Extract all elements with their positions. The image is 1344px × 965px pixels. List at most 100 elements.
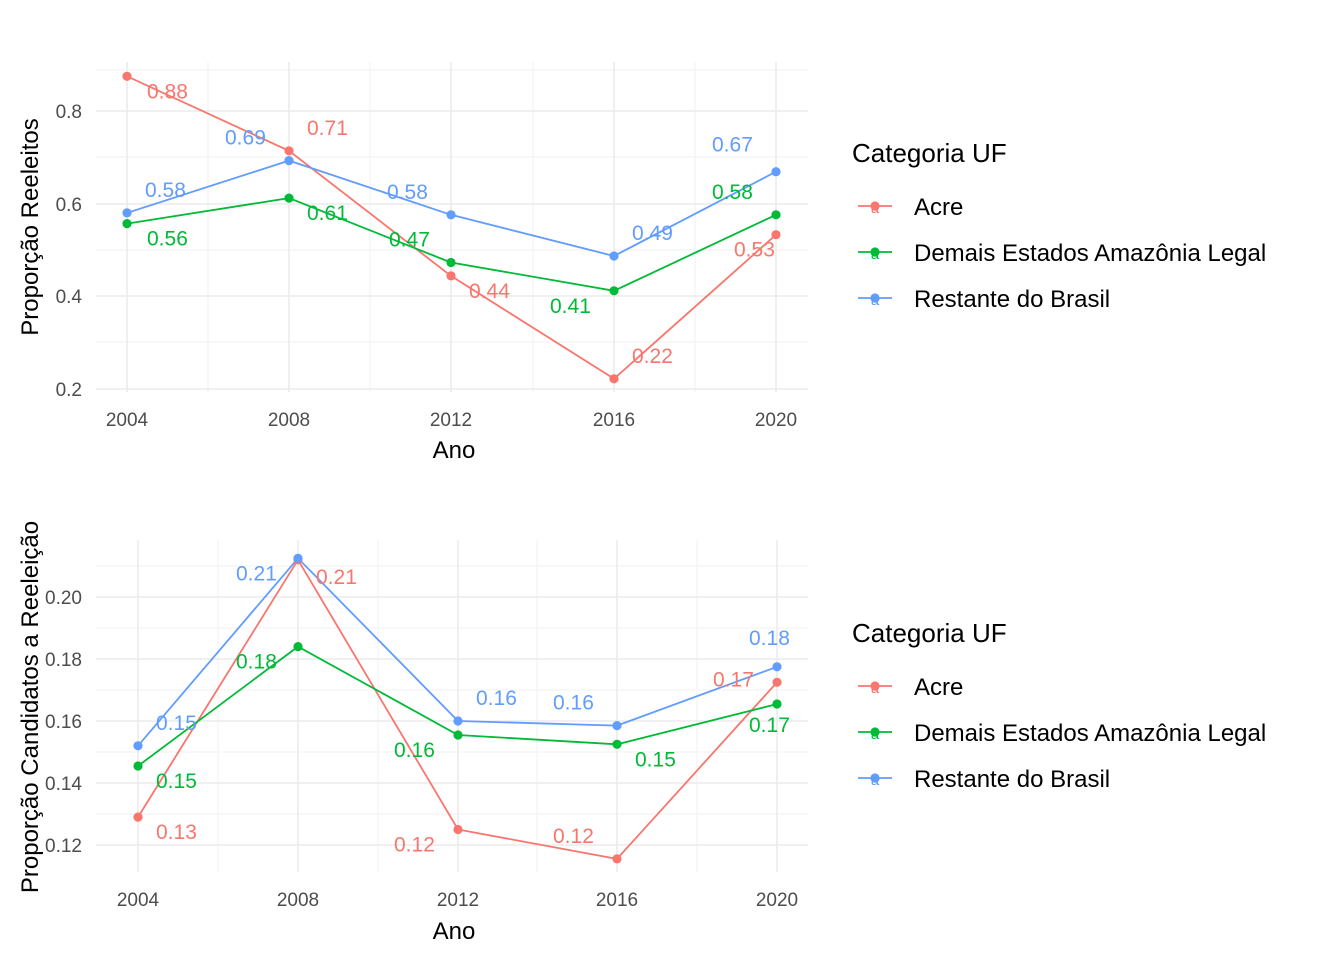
legend-label-restante-do-brasil: Restante do Brasil	[914, 286, 1110, 313]
data-label-demais-estados-amazonia-legal: 0.61	[307, 202, 348, 225]
legend-key-glyph: a	[871, 200, 880, 217]
data-point-restante-do-brasil	[284, 156, 294, 166]
data-point-demais-estados-amazonia-legal	[122, 219, 132, 229]
data-point-demais-estados-amazonia-legal	[612, 739, 622, 749]
data-label-acre: 0.22	[632, 345, 673, 368]
data-label-restante-do-brasil: 0.18	[749, 627, 790, 650]
x-tick-label: 2012	[430, 410, 472, 431]
legend-key-glyph: a	[871, 772, 880, 789]
data-point-restante-do-brasil	[609, 251, 619, 261]
data-point-restante-do-brasil	[293, 553, 303, 563]
y-axis-title: Proporção Candidatos a Reeleição	[17, 521, 44, 893]
legend-label-restante-do-brasil: Restante do Brasil	[914, 766, 1110, 793]
legend-key-glyph: a	[871, 292, 880, 309]
data-point-demais-estados-amazonia-legal	[446, 257, 456, 268]
data-point-demais-estados-amazonia-legal	[609, 286, 619, 296]
x-tick-label: 2016	[596, 890, 638, 911]
data-point-restante-do-brasil	[122, 208, 132, 218]
data-label-restante-do-brasil: 0.16	[553, 692, 594, 715]
data-label-demais-estados-amazonia-legal: 0.15	[156, 770, 197, 793]
data-label-acre: 0.21	[316, 566, 357, 589]
legend-key-point	[870, 201, 880, 211]
x-tick-label: 2008	[277, 890, 319, 911]
data-point-demais-estados-amazonia-legal	[771, 210, 781, 220]
chart-panel-2: 0.12 0.14 0.16 0.18 0.20 2004 2008 2012 2016 2020…	[17, 521, 1266, 945]
data-label-restante-do-brasil: 0.69	[225, 127, 266, 150]
y-tick-label: 0.4	[56, 287, 83, 308]
legend: Categoria UF a Acre a Demais Estados Amazôni…	[852, 138, 1266, 313]
data-label-demais-estados-amazonia-legal: 0.15	[635, 748, 676, 771]
data-label-demais-estados-amazonia-legal: 0.56	[147, 228, 188, 251]
data-point-restante-do-brasil	[771, 167, 781, 177]
data-label-restante-do-brasil: 0.21	[236, 562, 277, 585]
data-label-demais-estados-amazonia-legal: 0.18	[236, 651, 277, 674]
legend-label-acre: Acre	[914, 674, 963, 701]
data-point-acre	[284, 146, 294, 156]
data-label-restante-do-brasil: 0.67	[712, 134, 753, 157]
data-point-restante-do-brasil	[772, 662, 782, 672]
x-tick-label: 2012	[437, 890, 479, 911]
data-label-acre: 0.71	[307, 117, 348, 140]
data-label-restante-do-brasil: 0.49	[632, 222, 673, 245]
data-point-restante-do-brasil	[453, 716, 463, 726]
legend-label-acre: Acre	[914, 194, 963, 221]
data-point-acre	[446, 271, 456, 281]
legend-key-glyph: a	[871, 680, 880, 697]
x-tick-label: 2004	[117, 890, 160, 911]
y-tick-label: 0.6	[56, 195, 82, 216]
x-tick-label: 2020	[756, 890, 798, 911]
legend-key-point	[870, 293, 880, 303]
data-point-acre	[133, 812, 143, 822]
data-point-demais-estados-amazonia-legal	[284, 193, 294, 203]
data-label-acre: 0.12	[394, 834, 435, 857]
data-point-demais-estados-amazonia-legal	[133, 761, 143, 771]
data-label-restante-do-brasil: 0.16	[476, 687, 517, 710]
x-tick-label: 2008	[268, 410, 310, 431]
data-point-acre	[453, 824, 463, 835]
data-label-acre: 0.12	[553, 825, 594, 848]
y-axis-title: Proporção Reeleitos	[17, 118, 44, 335]
data-point-acre	[609, 374, 619, 384]
data-label-acre: 0.44	[469, 280, 510, 303]
chart-panel-1: 0.2 0.4 0.6 0.8 2004 2008 2012 2016 2020 Ano Propo…	[17, 62, 1266, 464]
x-tick-label: 2020	[755, 410, 797, 431]
y-tick-label: 0.20	[45, 588, 82, 609]
legend-label-demais-estados-amazonia-legal: Demais Estados Amazônia Legal	[914, 720, 1266, 747]
data-label-demais-estados-amazonia-legal: 0.58	[712, 181, 753, 204]
legend-key-point	[870, 247, 880, 257]
legend-key-point	[870, 681, 880, 691]
y-tick-label: 0.16	[45, 712, 82, 733]
data-label-restante-do-brasil: 0.58	[145, 179, 186, 202]
data-point-acre	[122, 71, 132, 81]
y-tick-label: 0.12	[45, 836, 82, 857]
y-tick-label: 0.18	[45, 650, 82, 671]
legend-key-point	[870, 727, 880, 737]
data-point-demais-estados-amazonia-legal	[293, 642, 303, 652]
data-label-restante-do-brasil: 0.58	[387, 181, 428, 204]
x-axis-title: Ano	[433, 918, 476, 945]
data-label-acre: 0.13	[156, 821, 197, 844]
legend-title: Categoria UF	[852, 138, 1007, 168]
data-label-restante-do-brasil: 0.15	[156, 712, 197, 735]
data-label-demais-estados-amazonia-legal: 0.16	[394, 739, 435, 762]
y-tick-label: 0.8	[56, 102, 82, 123]
y-tick-label: 0.14	[45, 774, 82, 795]
x-tick-label: 2016	[593, 410, 635, 431]
data-point-restante-do-brasil	[612, 721, 622, 731]
data-point-demais-estados-amazonia-legal	[772, 699, 782, 709]
data-label-demais-estados-amazonia-legal: 0.47	[389, 229, 430, 252]
data-label-acre: 0.53	[734, 239, 775, 262]
data-point-demais-estados-amazonia-legal	[453, 730, 463, 740]
x-axis-title: Ano	[433, 437, 476, 464]
data-point-acre	[772, 677, 782, 687]
legend: Categoria UF a Acre a Demais Estados Amazôni…	[852, 618, 1266, 793]
y-tick-label: 0.2	[56, 380, 82, 401]
data-point-restante-do-brasil	[133, 741, 143, 751]
data-label-acre: 0.88	[147, 80, 188, 103]
legend-key-point	[870, 773, 880, 783]
data-point-acre	[612, 854, 622, 864]
x-tick-label: 2004	[106, 410, 149, 431]
data-point-acre	[771, 230, 781, 240]
